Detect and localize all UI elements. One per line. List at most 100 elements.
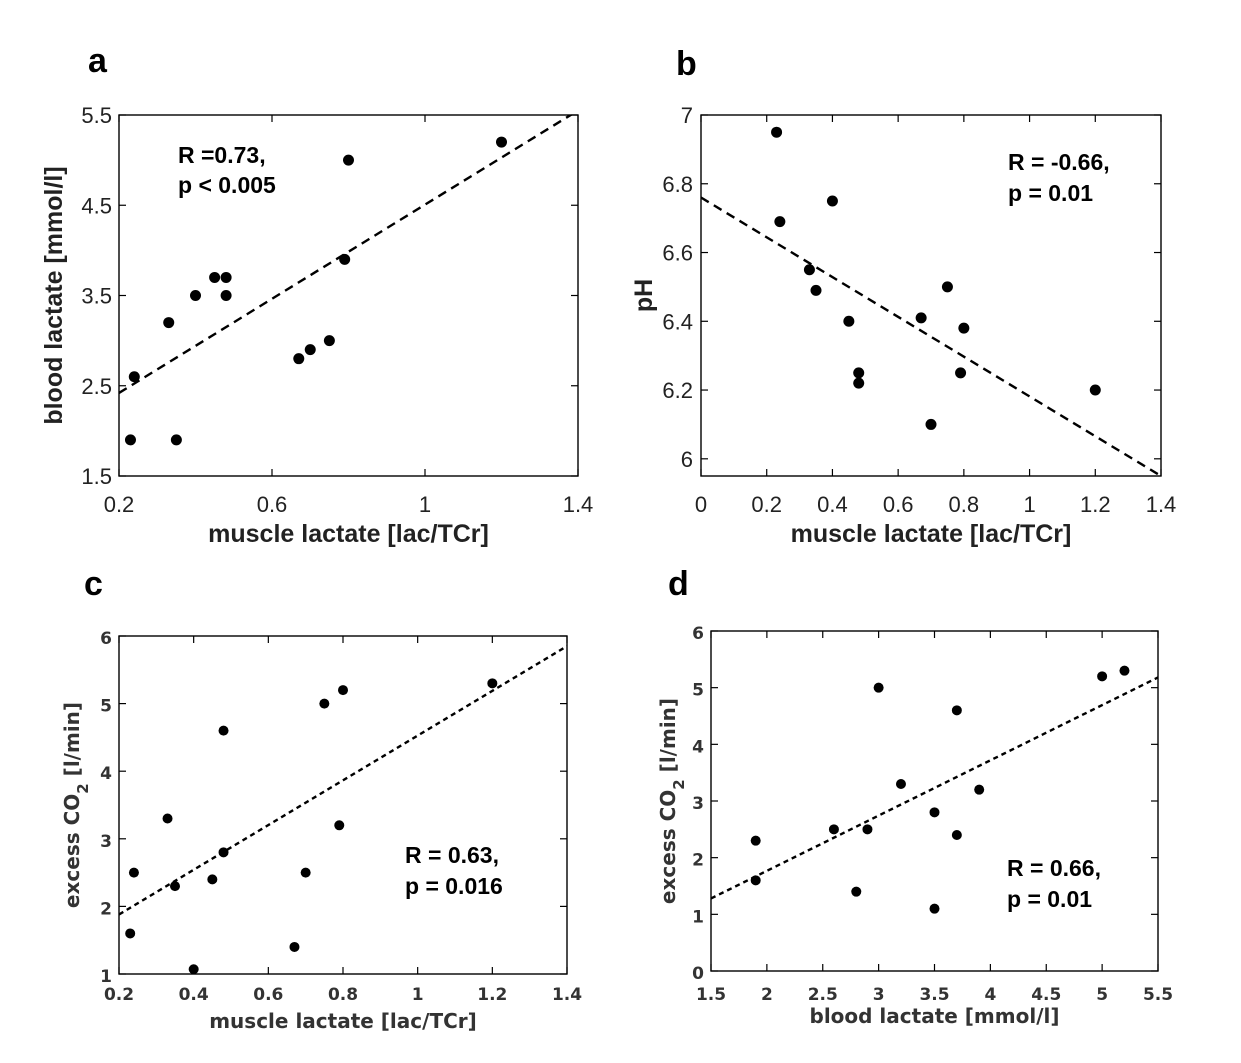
data-point [774,216,786,228]
panel-letter: c [84,565,103,603]
y-tick-label: 3 [692,794,704,814]
plot-frame [700,114,1162,477]
data-point [323,335,335,347]
y-axis-label: pH [630,279,658,312]
chart-panel-b: b 0 0.2 0.4 0.6 0.8 1 1.2 1.4 6 6.2 6.4 6.6 6.8 7 muscl… [630,45,1176,548]
data-point [128,867,139,878]
y-tick-label: 0 [692,964,704,984]
y-tick-label: 5 [692,681,704,701]
data-point [338,685,348,696]
y-tick-label: 6 [681,447,693,472]
data-point [895,779,906,789]
y-axis-label-unit: [l/min] [656,698,680,779]
y-axis-label-subscript: 2 [74,783,92,793]
data-point [1089,384,1101,396]
data-point [218,847,229,858]
y-tick-label: 2 [100,899,112,919]
y-tick-label: 7 [681,103,693,128]
x-axis-label: muscle lactate [lac/TCr] [208,520,489,548]
x-tick-label: 0.2 [751,492,782,517]
y-axis-label-main: excess CO [656,790,680,904]
stats-annotation: R =0.73, [178,142,266,168]
data-point [300,867,311,878]
regression-line [119,645,567,916]
x-tick-label: 2 [761,985,773,1005]
data-point [1097,671,1108,682]
plot-frame [710,630,1159,972]
data-point [929,807,940,818]
data-point [803,264,815,276]
data-point [319,698,330,709]
stats-annotation: p = 0.016 [405,873,503,899]
stats-annotation: R = 0.66, [1007,855,1101,881]
data-point [851,886,862,897]
data-point [873,682,884,693]
y-axis-label: excess CO2 [l/min] [656,698,688,904]
x-tick-label: 0.6 [253,985,283,1005]
data-point [853,367,865,379]
x-tick-label: 4.5 [1031,985,1061,1005]
data-point [343,154,354,166]
data-point [951,830,962,840]
y-axis-label: blood lactate [mmol/l] [40,166,68,424]
x-tick-label: 3.5 [919,985,949,1005]
data-point [925,418,937,430]
y-tick-label: 3 [100,832,112,852]
y-axis-label-main: pH [630,279,658,312]
data-point [929,903,940,914]
x-axis-label: muscle lactate [lac/TCr] [791,520,1072,548]
y-tick-label: 6 [692,624,704,644]
x-tick-label: 0.8 [328,985,358,1005]
data-point [1119,665,1130,676]
y-axis-label: excess CO2 [l/min] [60,702,92,908]
y-tick-label: 1 [692,907,704,927]
y-tick-label: 4 [692,737,704,757]
data-point [218,725,229,736]
data-point [915,312,927,324]
x-axis-label: blood lactate [mmol/l] [810,1004,1060,1028]
x-tick-label: 1.4 [552,985,582,1005]
data-point [304,344,316,356]
regression-line [711,676,1158,900]
data-point [771,126,783,138]
data-point [826,195,838,207]
data-point [974,784,985,795]
x-tick-label: 1.5 [696,985,726,1005]
data-point [128,371,140,383]
y-tick-label: 6.8 [662,172,693,197]
y-tick-label: 2 [692,851,704,871]
y-tick-label: 4.5 [81,193,112,218]
data-point [941,281,953,293]
y-tick-label: 1.5 [81,464,112,489]
data-point [293,353,305,365]
y-axis-label-unit: [l/min] [60,702,84,783]
data-point [162,813,173,824]
x-tick-label: 0.6 [257,492,288,517]
data-point [496,136,507,148]
data-point [843,315,855,327]
x-tick-label: 0.4 [817,492,848,517]
y-tick-label: 4 [100,764,112,784]
data-point [124,434,136,446]
stats-annotation: p = 0.01 [1007,886,1092,912]
data-point [163,317,175,329]
y-tick-label: 1 [100,967,112,987]
data-point [220,290,232,301]
x-tick-label: 1 [419,492,431,517]
x-tick-label: 5 [1096,985,1108,1005]
y-tick-label: 6.6 [662,241,693,266]
y-tick-label: 3.5 [81,284,112,309]
x-tick-label: 3 [873,985,885,1005]
y-tick-label: 6 [100,629,112,649]
y-tick-label: 2.5 [81,374,112,399]
x-tick-label: 1 [412,985,424,1005]
data-point [487,678,498,689]
data-point [207,874,218,885]
data-point [955,367,967,379]
x-tick-label: 1.2 [1080,492,1111,517]
plot-frame [118,114,579,477]
data-point [188,964,199,975]
x-tick-label: 1.4 [563,492,594,517]
data-point [190,290,201,301]
stats-annotation: p = 0.01 [1008,180,1093,206]
